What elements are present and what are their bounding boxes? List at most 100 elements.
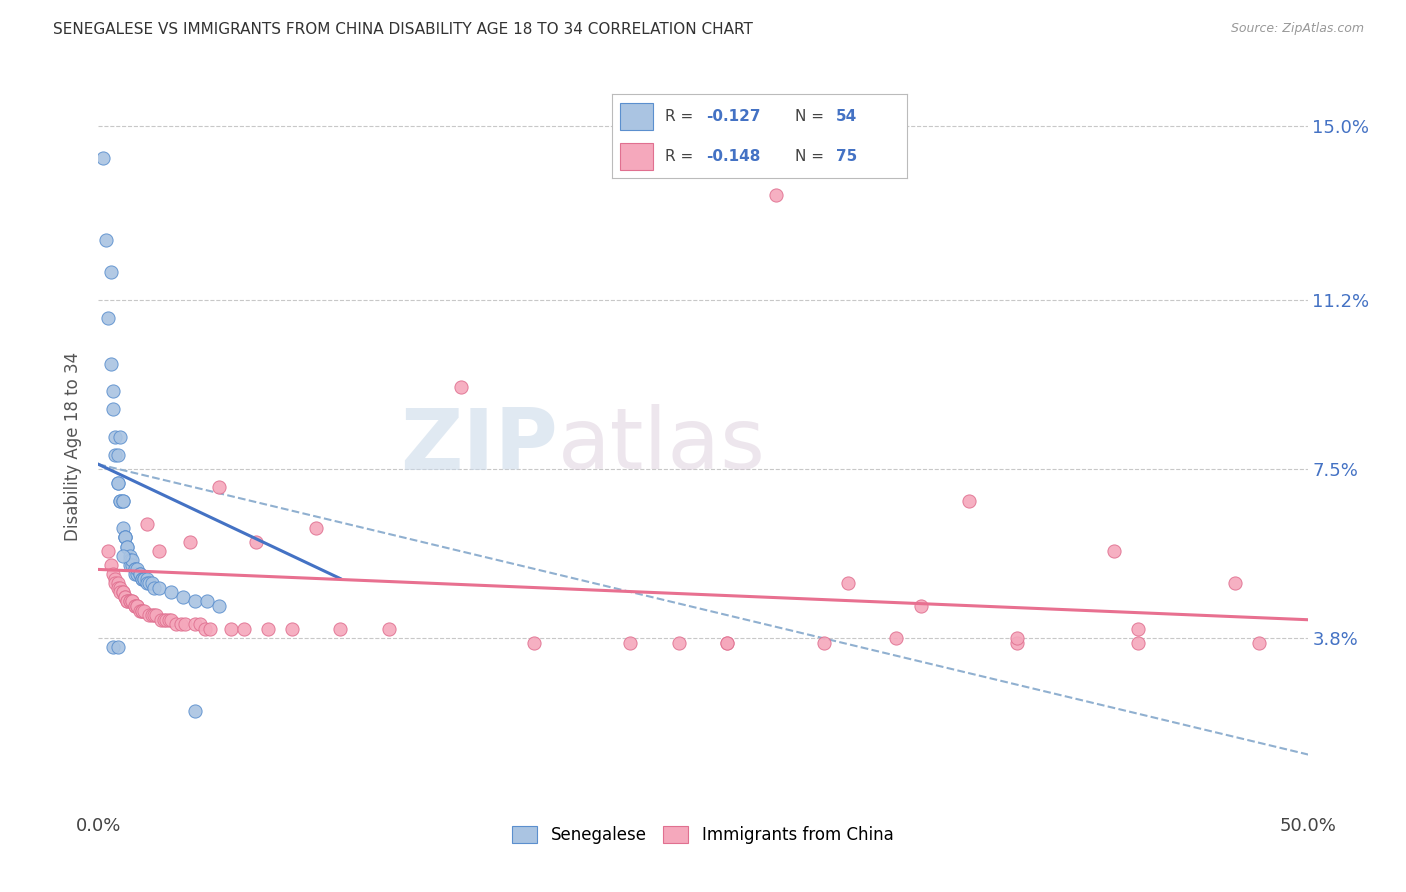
Point <box>124 599 146 613</box>
Point <box>107 475 129 490</box>
Point <box>135 576 157 591</box>
Point <box>124 599 146 613</box>
Point <box>111 494 134 508</box>
Point <box>128 567 150 582</box>
Point <box>148 544 170 558</box>
Point <box>765 187 787 202</box>
Point <box>157 613 180 627</box>
Bar <box>620 143 652 169</box>
Text: 54: 54 <box>837 109 858 124</box>
Text: -0.127: -0.127 <box>706 109 761 124</box>
Point <box>184 617 207 632</box>
Point <box>121 594 143 608</box>
Point <box>104 572 127 586</box>
Point <box>104 448 127 462</box>
Point <box>121 553 143 567</box>
Point <box>107 475 129 490</box>
Point <box>837 576 859 591</box>
Point <box>716 635 738 649</box>
Point <box>104 430 127 444</box>
Point <box>165 617 187 632</box>
Point <box>184 594 207 608</box>
Text: SENEGALESE VS IMMIGRANTS FROM CHINA DISABILITY AGE 18 TO 34 CORRELATION CHART: SENEGALESE VS IMMIGRANTS FROM CHINA DISA… <box>53 22 754 37</box>
Point <box>160 613 183 627</box>
Point <box>114 530 136 544</box>
Point <box>100 357 122 371</box>
Point <box>101 640 124 655</box>
Text: atlas: atlas <box>558 404 766 488</box>
Text: 75: 75 <box>837 149 858 164</box>
Point <box>127 567 149 582</box>
Point <box>1007 631 1029 645</box>
Point <box>208 480 231 494</box>
Text: N =: N = <box>794 109 828 124</box>
Point <box>127 562 149 576</box>
Point <box>135 516 157 531</box>
Point <box>131 604 153 618</box>
Point <box>108 494 131 508</box>
Point <box>134 572 156 586</box>
Point <box>1249 635 1271 649</box>
Point <box>124 562 146 576</box>
Point <box>160 585 183 599</box>
Point <box>138 608 160 623</box>
Point <box>195 594 218 608</box>
Point <box>111 585 134 599</box>
Point <box>128 604 150 618</box>
Point <box>221 622 243 636</box>
Point <box>91 151 114 165</box>
Point <box>101 384 124 399</box>
Text: N =: N = <box>794 149 828 164</box>
Point <box>121 558 143 572</box>
Point <box>100 265 122 279</box>
Point <box>134 572 156 586</box>
Point <box>450 379 472 393</box>
Point <box>716 635 738 649</box>
Point <box>118 558 141 572</box>
Point <box>256 622 278 636</box>
Point <box>100 558 122 572</box>
Text: Source: ZipAtlas.com: Source: ZipAtlas.com <box>1230 22 1364 36</box>
Point <box>118 594 141 608</box>
Point <box>118 549 141 563</box>
Point <box>107 640 129 655</box>
Point <box>141 576 163 591</box>
Point <box>97 311 120 326</box>
Point <box>117 540 139 554</box>
Point <box>114 590 136 604</box>
Point <box>155 613 177 627</box>
Point <box>111 521 134 535</box>
Text: R =: R = <box>665 149 697 164</box>
Point <box>184 704 207 718</box>
Point <box>1007 635 1029 649</box>
Point <box>131 604 153 618</box>
Point <box>114 590 136 604</box>
Point <box>198 622 221 636</box>
Point <box>127 599 149 613</box>
Point <box>117 540 139 554</box>
Point <box>169 617 191 632</box>
Text: R =: R = <box>665 109 697 124</box>
Point <box>118 553 141 567</box>
Point <box>232 622 254 636</box>
Point <box>111 549 134 563</box>
Point <box>208 599 231 613</box>
Point <box>377 622 399 636</box>
Point <box>128 567 150 582</box>
Point <box>127 599 149 613</box>
Point <box>329 622 352 636</box>
Point <box>668 635 690 649</box>
Point <box>107 581 129 595</box>
Legend: Senegalese, Immigrants from China: Senegalese, Immigrants from China <box>506 820 900 851</box>
Point <box>107 448 129 462</box>
Point <box>141 608 163 623</box>
Point <box>124 567 146 582</box>
Y-axis label: Disability Age 18 to 34: Disability Age 18 to 34 <box>65 351 83 541</box>
Point <box>114 530 136 544</box>
Point <box>101 402 124 417</box>
Point <box>1128 622 1150 636</box>
Point <box>886 631 908 645</box>
Point <box>131 572 153 586</box>
Text: -0.148: -0.148 <box>706 149 761 164</box>
Point <box>145 608 167 623</box>
